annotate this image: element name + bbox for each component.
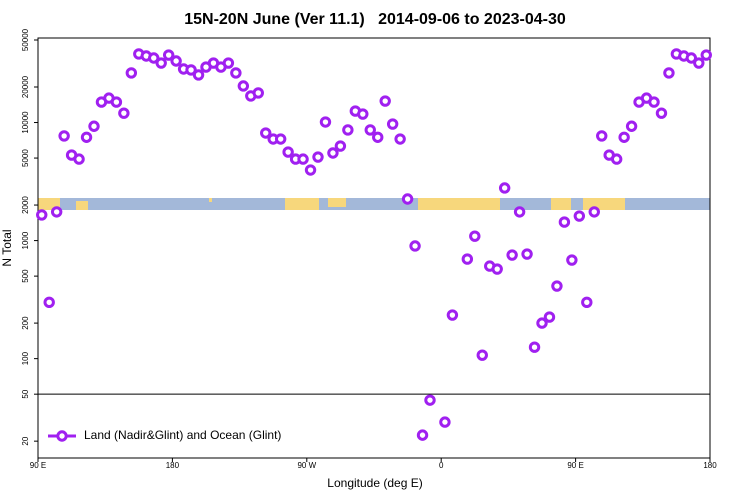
data-point [88, 120, 100, 132]
data-point [439, 416, 451, 428]
data-point [334, 140, 347, 152]
y-tick-label: 50000 [21, 28, 30, 51]
data-point [498, 182, 511, 194]
data-point [476, 349, 488, 361]
data-point [43, 296, 55, 309]
legend-label: Land (Nadir&Glint) and Ocean (Glint) [84, 428, 281, 442]
data-point [148, 52, 160, 64]
data-point [162, 49, 175, 61]
data-point [618, 131, 630, 143]
y-tick-label: 1000 [21, 231, 30, 249]
data-point [379, 95, 391, 107]
data-point [357, 108, 369, 120]
data-point [573, 210, 586, 222]
data-point [110, 96, 123, 108]
y-axis-label: N Total [0, 229, 14, 266]
data-point [543, 311, 556, 323]
data-point [125, 67, 138, 79]
chart-title: 15N-20N June (Ver 11.1) 2014-09-06 to 20… [184, 11, 566, 28]
y-tick-label: 200 [21, 316, 30, 330]
data-point [312, 151, 324, 163]
data-point [663, 67, 675, 79]
data-point [372, 131, 384, 143]
data-point [192, 69, 205, 81]
data-point [596, 130, 608, 142]
data-point [252, 87, 264, 99]
data-point [528, 341, 541, 353]
data-point [282, 146, 294, 158]
x-tick-label: 180 [166, 461, 180, 470]
plot-frame [37, 37, 711, 459]
data-point [364, 124, 376, 136]
data-point [424, 394, 436, 406]
data-point [342, 124, 354, 136]
data-point [536, 317, 548, 329]
y-tick-label: 10000 [21, 111, 30, 134]
data-point [558, 216, 571, 228]
data-point [327, 147, 339, 159]
x-tick-label: 180 [703, 461, 717, 470]
y-tick-label: 20 [21, 436, 30, 445]
data-point [655, 107, 668, 119]
data-point [170, 55, 182, 67]
data-point [648, 96, 660, 108]
data-point [685, 52, 698, 64]
data-point [394, 133, 406, 145]
x-axis-label: Longitude (deg E) [327, 476, 422, 490]
data-point [469, 230, 481, 242]
data-point [700, 49, 712, 61]
x-tick-label: 90 E [567, 461, 583, 470]
data-point [566, 254, 578, 266]
data-point [185, 64, 197, 76]
y-tick-label: 2000 [21, 196, 30, 214]
data-point [446, 309, 459, 321]
y-tick-label: 500 [21, 269, 30, 283]
data-point [506, 249, 518, 261]
data-point [581, 296, 593, 309]
legend-marker [56, 430, 68, 442]
data-point [416, 429, 429, 441]
data-point [297, 153, 309, 165]
y-tick-label: 20000 [21, 75, 30, 98]
data-point [230, 67, 242, 79]
data-point [386, 118, 399, 130]
data-point [118, 107, 130, 119]
data-point [155, 57, 167, 69]
data-point [625, 120, 638, 132]
data-point [50, 206, 63, 218]
data-point [491, 263, 503, 275]
data-point [319, 116, 332, 128]
data-point [260, 127, 272, 139]
x-tick-label: 90 W [297, 461, 316, 470]
x-tick-label: 90 E [30, 461, 46, 470]
data-point [409, 240, 421, 252]
data-point [222, 57, 235, 69]
data-point [237, 80, 250, 92]
data-point [610, 153, 623, 165]
y-tick-label: 50 [21, 389, 30, 398]
data-point [401, 193, 414, 205]
land-ocean-strip [38, 198, 710, 210]
data-point [513, 206, 526, 218]
data-point [36, 209, 48, 221]
data-point [551, 280, 563, 292]
data-point [304, 164, 317, 176]
data-point [461, 253, 474, 265]
x-tick-label: 0 [439, 461, 444, 470]
data-point [80, 131, 93, 143]
data-point [521, 248, 533, 260]
y-tick-label: 5000 [21, 149, 30, 167]
data-point [58, 130, 70, 142]
data-point [73, 153, 85, 165]
data-point [274, 133, 287, 145]
data-point [588, 206, 600, 218]
y-tick-label: 100 [21, 351, 30, 365]
data-point [693, 57, 705, 69]
